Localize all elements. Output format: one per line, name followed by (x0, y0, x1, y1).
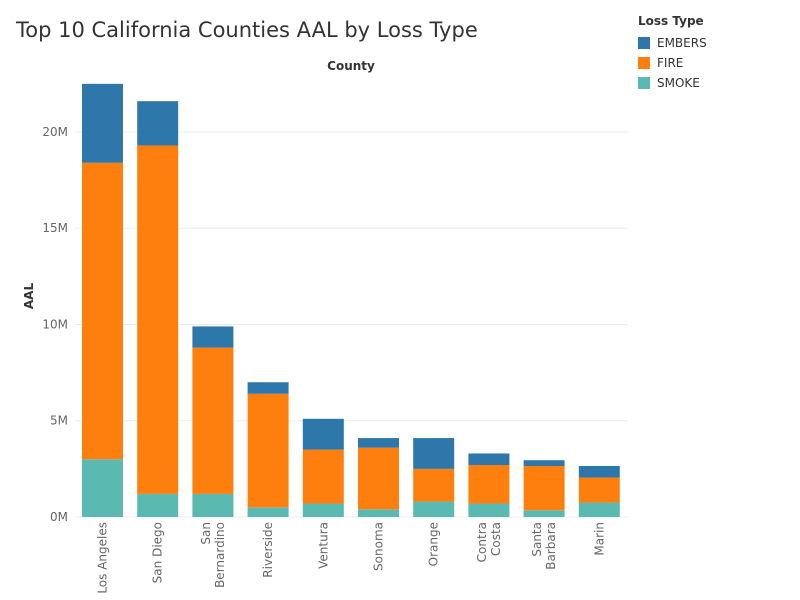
x-tick-label: San (199, 522, 213, 545)
bar-segment-smoke[interactable] (137, 493, 179, 517)
y-tick-label: 5M (50, 414, 68, 428)
x-tick-label: Sonoma (372, 522, 386, 571)
x-tick-label: Barbara (544, 522, 558, 570)
y-tick-label: 15M (42, 221, 68, 235)
legend-label-embers: EMBERS (657, 36, 707, 50)
bar-segment-fire[interactable] (302, 449, 344, 504)
bar-segment-embers[interactable] (578, 465, 620, 478)
bar-segment-smoke[interactable] (468, 503, 510, 517)
bar-segment-smoke[interactable] (302, 503, 344, 517)
x-tick-label: Santa (530, 522, 544, 557)
legend-label-smoke: SMOKE (657, 76, 700, 90)
x-tick-label: Ventura (316, 522, 330, 569)
bar-segment-embers[interactable] (137, 101, 179, 146)
y-tick-label: 20M (42, 125, 68, 139)
y-tick-label: 10M (42, 317, 68, 331)
bar-segment-smoke[interactable] (82, 459, 123, 517)
legend-item-fire[interactable]: FIRE (638, 53, 788, 73)
column-header: County (327, 59, 375, 73)
bar-segment-fire[interactable] (468, 465, 510, 504)
bar-segment-smoke[interactable] (523, 510, 565, 517)
x-tick-label: Contra (475, 522, 489, 562)
bar-segment-fire[interactable] (413, 468, 455, 502)
x-tick-label: Costa (489, 522, 503, 556)
x-tick-label: Los Angeles (96, 522, 110, 594)
x-tick-label: Riverside (261, 522, 275, 578)
bar-segment-smoke[interactable] (192, 493, 234, 517)
bar-segment-fire[interactable] (523, 465, 565, 511)
bar-segment-smoke[interactable] (578, 502, 620, 517)
legend-swatch-fire (638, 57, 650, 69)
bar-segment-embers[interactable] (247, 382, 289, 394)
bar-segment-embers[interactable] (523, 460, 565, 466)
legend-title: Loss Type (638, 14, 704, 28)
x-tick-label: Marin (592, 522, 606, 556)
bar-segment-fire[interactable] (247, 393, 289, 508)
x-tick-label: San Diego (151, 522, 165, 583)
bar-segment-fire[interactable] (358, 447, 399, 510)
chart-title: Top 10 California Counties AAL by Loss T… (16, 18, 478, 42)
bar-segment-embers[interactable] (82, 83, 123, 163)
bar-segment-smoke[interactable] (247, 507, 289, 517)
y-tick-label: 0M (50, 510, 68, 524)
legend: Loss Type EMBERS FIRE SMOKE (638, 14, 788, 93)
bar-segment-smoke[interactable] (413, 501, 455, 517)
bar-segment-smoke[interactable] (358, 509, 399, 517)
bar-segment-embers[interactable] (302, 418, 344, 450)
bars-layer (82, 83, 620, 517)
axis-layer: County AAL 0M 5M 10M 15M 20M Los Angeles San D… (22, 59, 606, 594)
legend-item-smoke[interactable]: SMOKE (638, 73, 788, 93)
legend-label-fire: FIRE (657, 56, 684, 70)
bar-segment-fire[interactable] (82, 162, 123, 460)
bar-segment-embers[interactable] (192, 326, 234, 348)
bar-segment-embers[interactable] (468, 453, 510, 466)
bar-segment-embers[interactable] (413, 438, 455, 469)
legend-swatch-embers (638, 37, 650, 49)
legend-item-embers[interactable]: EMBERS (638, 33, 788, 53)
x-tick-label: Bernardino (213, 522, 227, 588)
legend-swatch-smoke (638, 77, 650, 89)
x-tick-label: Orange (427, 522, 441, 566)
bar-segment-fire[interactable] (192, 347, 234, 494)
bar-segment-fire[interactable] (578, 477, 620, 503)
bar-segment-fire[interactable] (137, 145, 179, 494)
bar-segment-embers[interactable] (358, 438, 399, 448)
y-axis-label: AAL (22, 283, 36, 310)
